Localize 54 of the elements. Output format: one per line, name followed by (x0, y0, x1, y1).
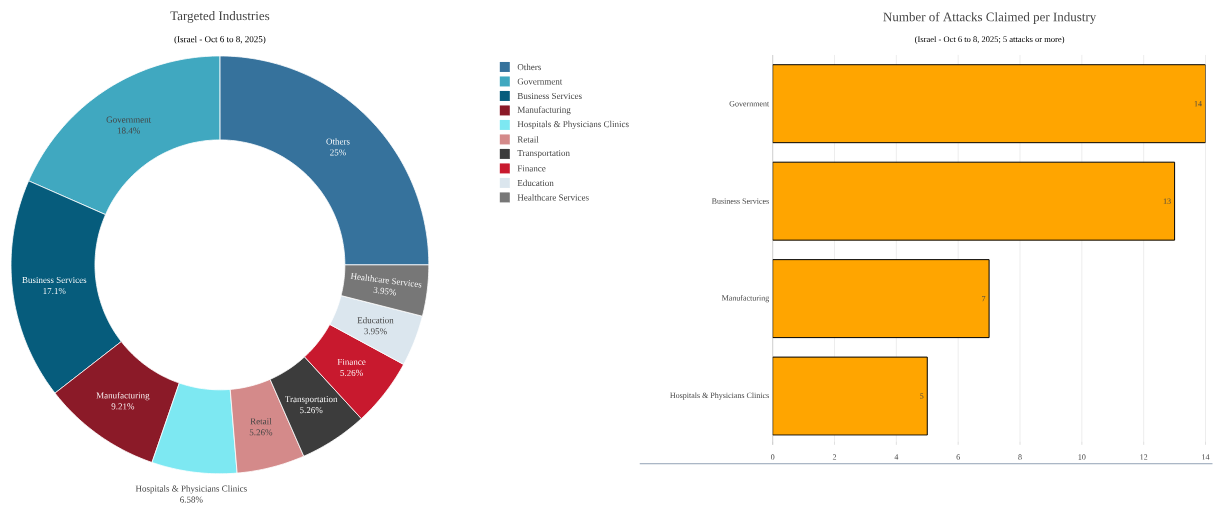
legend-label: Others (517, 63, 541, 71)
bar (772, 259, 990, 339)
legend-label: Transportation (517, 149, 570, 158)
x-tick-label: 6 (956, 454, 960, 460)
legend-label: Retail (517, 136, 539, 143)
x-tick-label: 8 (1018, 454, 1022, 460)
y-tick-label: Manufacturing (721, 294, 770, 303)
slice-label: Transportation (285, 396, 338, 404)
data-label: 5.26% (340, 369, 363, 376)
slice-label: Government (106, 116, 152, 123)
slice-label: Hospitals & Physicians Clinics (135, 485, 247, 494)
data-label: 13 (1163, 198, 1171, 204)
y-tick-label: Hospitals & Physicians Clinics (670, 392, 769, 400)
x-tick-label: 0 (771, 454, 775, 460)
legend-label: Healthcare Services (517, 194, 589, 201)
data-label: 3.95% (373, 286, 396, 296)
x-tick-label: 10 (1078, 454, 1086, 460)
x-tick-label: 12 (1140, 454, 1148, 460)
chart-subtitle: (Israel - Oct 6 to 8, 2025) (174, 35, 266, 45)
legend-label: Finance (517, 165, 546, 172)
data-label: 25% (330, 149, 346, 156)
data-label: 14 (1194, 101, 1202, 107)
legend-label: Hospitals & Physicians Clinics (517, 120, 629, 130)
slice-label: Others (326, 138, 350, 145)
chart-title: Targeted Industries (170, 11, 270, 23)
slice-label: Finance (337, 358, 366, 365)
slice-label: Retail (250, 418, 272, 425)
data-label: 5.26% (300, 407, 323, 414)
slice-label: Manufacturing (96, 391, 150, 401)
data-label: 18.4% (117, 127, 140, 134)
x-tick-label: 4 (894, 454, 899, 460)
legend-label: Business Services (517, 92, 582, 99)
data-label: 5.26% (249, 429, 273, 436)
data-label: 3.95% (364, 328, 387, 335)
chart-title: Number of Attacks Claimed per Industry (883, 12, 1097, 24)
data-label: 17.1% (43, 287, 66, 295)
data-label: 7 (982, 296, 986, 302)
slice-label: Business Services (22, 276, 87, 283)
slice-label: Healthcare Services (350, 272, 422, 288)
slice-label: Education (357, 316, 394, 324)
legend-label: Government (517, 78, 563, 85)
chart-subtitle: (Israel - Oct 6 to 8, 2025; 5 attacks or more) (915, 36, 1065, 44)
x-tick-label: 14 (1202, 454, 1210, 460)
legend-label: Manufacturing (517, 106, 571, 115)
data-label: 9.21% (111, 403, 135, 410)
data-label: 5 (920, 393, 924, 399)
x-tick-label: 2 (832, 454, 837, 460)
bar (772, 161, 1176, 241)
y-tick-label: Business Services (711, 198, 769, 204)
data-label: 6.58% (180, 496, 203, 503)
bar (772, 356, 928, 436)
y-tick-label: Government (729, 101, 770, 107)
bar (772, 64, 1206, 144)
legend-label: Education (517, 179, 554, 187)
